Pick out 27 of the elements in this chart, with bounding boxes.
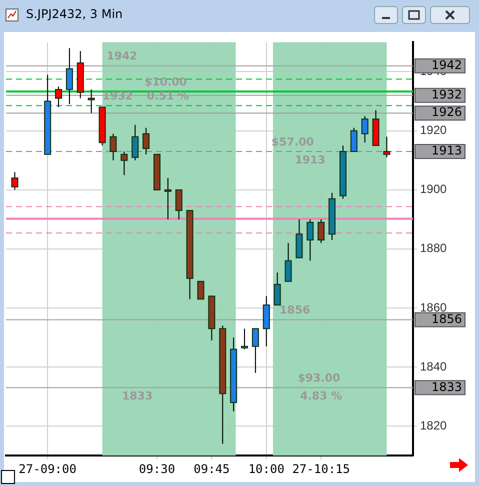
annotation: 0.51 % [146,90,189,103]
y-tick-label: 1880 [420,241,448,256]
y-tick-label: 1900 [420,182,448,196]
ref-line-label: 1932 [431,87,462,102]
y-tick-label: 1860 [420,300,448,314]
annotation: 4.83 % [300,390,342,403]
x-tick-label: 09:30 [138,462,176,476]
annotation: 1856 [280,304,310,317]
ref-line-label: 1942 [431,58,462,72]
annotation: 1913 [294,153,326,166]
ref-line-label: 1913 [431,144,462,158]
chart-title: S.JPJ2432, 3 Min [26,7,123,21]
x-tick-label: 27-10:15 [292,462,350,476]
annotation: $93.00 [298,372,340,385]
x-tick-label: 09:45 [194,462,230,476]
ref-line-label: 1833 [431,380,462,394]
ref-line-label: 1926 [431,105,462,120]
y-tick-label: 1840 [420,359,448,374]
y-tick-label: 1820 [420,418,448,432]
annotation: 1833 [122,390,153,403]
annotation: $10.00 [144,75,188,88]
annotation: 1932 [102,90,133,103]
annotation: 1942 [106,50,138,63]
y-tick-label: 1920 [420,123,448,138]
x-tick-label: 27-09:00 [18,462,76,476]
ref-line-label: 1856 [431,312,462,326]
x-tick-label: 10:00 [248,462,284,476]
